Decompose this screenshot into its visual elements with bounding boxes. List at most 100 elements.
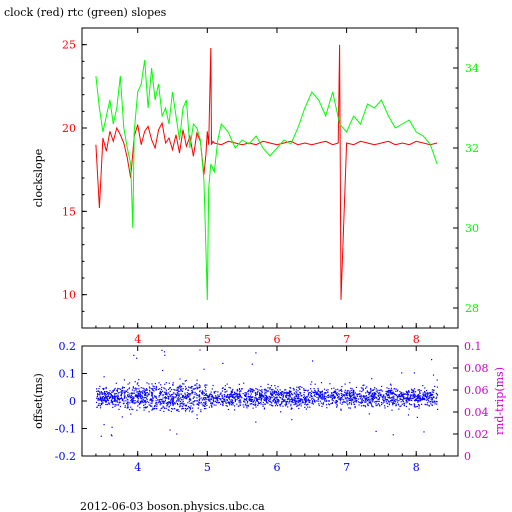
offset-point <box>186 394 188 397</box>
offset-point <box>141 401 143 403</box>
offset-point <box>336 400 338 403</box>
offset-point <box>162 400 164 402</box>
offset-point <box>202 391 204 393</box>
offset-point <box>419 400 421 402</box>
offset-point <box>169 387 171 389</box>
offset-point <box>423 394 425 396</box>
offset-point <box>148 404 150 406</box>
offset-point <box>245 392 247 394</box>
offset-point <box>413 391 415 393</box>
offset-point <box>322 403 324 406</box>
offset-point <box>105 403 107 406</box>
offset-point <box>302 399 304 401</box>
offset-point <box>290 405 292 407</box>
offset-point <box>349 402 351 404</box>
offset-point <box>362 388 364 390</box>
offset-point <box>236 395 238 397</box>
offset-point <box>105 387 107 390</box>
offset-point <box>139 400 142 402</box>
y2-tick-label: 0.04 <box>464 406 489 419</box>
offset-point <box>217 397 219 399</box>
offset-point <box>244 392 246 394</box>
offset-point <box>256 399 258 401</box>
offset-point <box>210 396 212 398</box>
offset-point <box>400 395 403 397</box>
offset-point <box>157 402 159 404</box>
offset-point <box>273 392 275 395</box>
offset-point <box>170 394 172 396</box>
offset-point <box>359 398 362 400</box>
offset-point <box>299 393 301 395</box>
offset-point <box>192 403 194 405</box>
offset-point <box>270 392 272 394</box>
offset-point <box>388 397 390 399</box>
x-tick-label: 5 <box>204 461 211 474</box>
offset-point <box>304 389 306 391</box>
offset-point <box>251 391 253 393</box>
offset-point <box>143 397 146 399</box>
offset-point <box>202 397 204 399</box>
offset-point <box>124 390 126 392</box>
offset-point <box>339 400 342 402</box>
offset-point <box>406 391 408 394</box>
offset-point <box>220 392 222 394</box>
offset-point <box>375 405 377 407</box>
offset-point <box>406 400 408 402</box>
offset-point <box>435 397 437 400</box>
offset-point <box>122 403 124 405</box>
offset-point <box>202 392 204 394</box>
offset-point <box>284 392 286 394</box>
offset-point <box>172 396 174 398</box>
offset-point <box>321 390 323 392</box>
offset-point <box>344 383 346 385</box>
offset-point <box>171 401 173 403</box>
offset-point <box>182 405 184 407</box>
offset-point <box>326 407 328 409</box>
offset-point <box>399 391 401 393</box>
offset-point <box>260 398 262 400</box>
offset-point <box>96 390 98 393</box>
offset-point <box>395 401 397 403</box>
offset-point <box>271 395 273 397</box>
offset-point <box>266 398 268 400</box>
offset-point <box>371 389 373 391</box>
offset-point <box>349 382 351 384</box>
offset-point <box>105 394 108 396</box>
offset-point <box>379 394 381 396</box>
offset-point <box>271 402 273 404</box>
offset-point <box>175 393 177 395</box>
offset-point <box>188 392 190 395</box>
offset-point <box>358 404 360 406</box>
offset-point <box>421 403 423 405</box>
offset-point <box>231 399 233 401</box>
offset-point <box>393 400 395 402</box>
offset-point <box>184 394 186 396</box>
offset-point <box>418 395 420 397</box>
offset-point <box>411 389 413 392</box>
offset-point <box>145 388 148 390</box>
offset-point <box>172 393 174 396</box>
offset-point <box>383 399 385 401</box>
offset-point <box>216 397 218 400</box>
offset-point <box>192 391 194 393</box>
offset-point <box>199 391 201 393</box>
offset-point <box>267 383 269 385</box>
y2-tick-label: 30 <box>465 222 479 235</box>
offset-point <box>270 385 273 387</box>
offset-point <box>299 400 301 402</box>
offset-point <box>373 397 375 399</box>
offset-point <box>205 387 207 389</box>
offset-point <box>310 388 312 390</box>
offset-point <box>305 401 307 403</box>
offset-point <box>416 395 418 398</box>
offset-point <box>332 391 334 394</box>
offset-point <box>246 405 248 407</box>
offset-point <box>218 395 220 397</box>
offset-point <box>109 403 111 405</box>
offset-point <box>104 399 106 401</box>
offset-point <box>98 399 100 401</box>
offset-point <box>282 394 284 396</box>
offset-point <box>398 400 400 402</box>
offset-point <box>385 398 387 401</box>
offset-point <box>203 399 205 401</box>
